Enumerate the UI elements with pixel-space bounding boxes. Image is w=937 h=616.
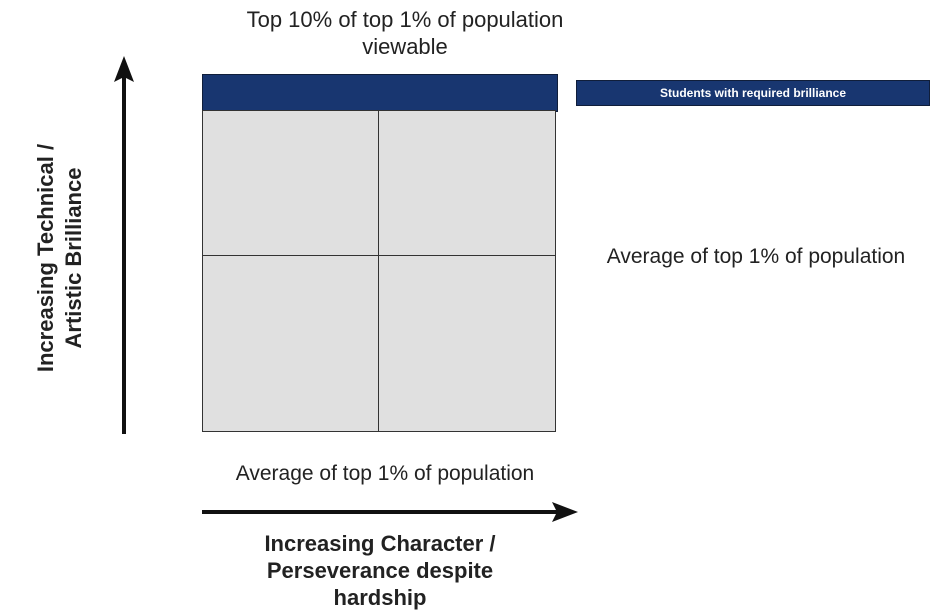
quadrant-bottom-right [379, 256, 555, 431]
brilliance-band [202, 74, 558, 112]
x-axis-label: Increasing Character / Perseverance desp… [264, 531, 496, 610]
legend-students: Students with required brilliance [576, 80, 930, 106]
top-caption: Top 10% of top 1% of population viewable [246, 7, 564, 59]
quadrant-bottom-left [203, 256, 379, 431]
y-axis-label: Increasing Technical / Artistic Brillian… [33, 143, 86, 373]
y-average-label: Average of top 1% of population [606, 245, 906, 268]
quadrant-top-right [379, 111, 555, 256]
quadrant-grid [202, 110, 556, 432]
quadrant-top-left [203, 111, 379, 256]
x-axis-arrow [202, 502, 578, 522]
x-average-label: Average of top 1% of population [235, 462, 535, 485]
y-axis-arrow [114, 56, 134, 434]
